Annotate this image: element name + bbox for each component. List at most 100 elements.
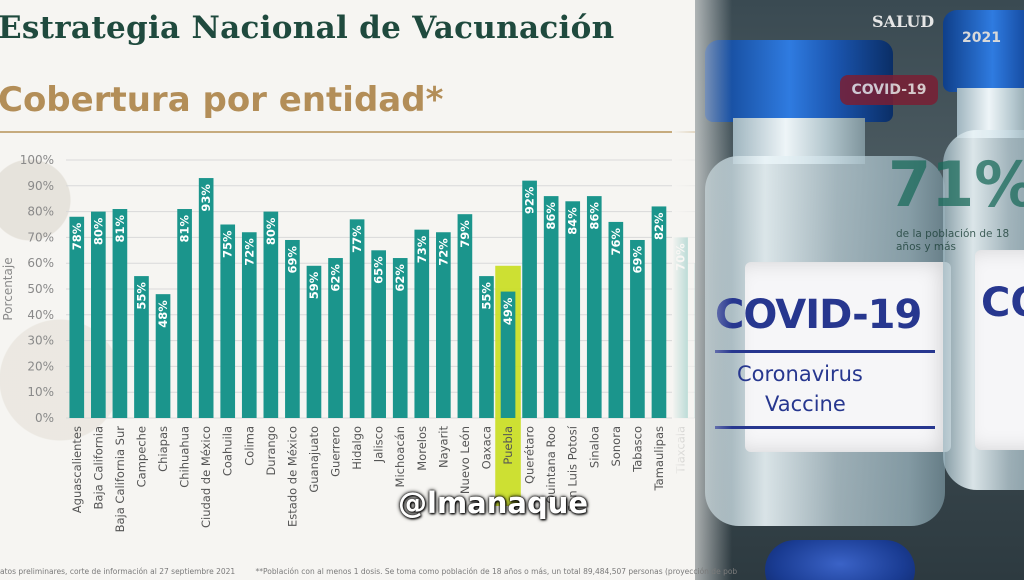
- x-tick-label: Guanajuato: [307, 426, 321, 493]
- bar-value-label: 84%: [566, 207, 580, 235]
- bar-value-label: 86%: [544, 202, 558, 230]
- y-tick-label: 80%: [27, 205, 54, 219]
- x-tick-label: Puebla: [501, 426, 515, 465]
- bar-value-label: 77%: [350, 225, 364, 253]
- x-tick-label: Colima: [242, 426, 256, 466]
- bar: [436, 232, 451, 418]
- bar-value-label: 48%: [156, 300, 170, 328]
- bar: [565, 201, 581, 418]
- bar-value-label: 69%: [285, 246, 299, 274]
- x-tick-label: Baja California Sur: [113, 426, 127, 533]
- x-tick-label: Baja California: [91, 426, 105, 509]
- bar: [177, 209, 192, 418]
- x-tick-label: Nuevo León: [458, 426, 472, 494]
- bar-value-label: 62%: [393, 264, 407, 292]
- bar-value-label: 59%: [307, 271, 321, 299]
- x-tick-label: Michoacán: [393, 426, 407, 487]
- bar: [112, 209, 128, 418]
- x-tick-label: Morelos: [415, 426, 429, 471]
- x-tick-label: Coahuila: [221, 426, 235, 476]
- bar: [134, 276, 149, 418]
- x-tick-label: Sonora: [609, 426, 623, 466]
- y-tick-label: 90%: [27, 179, 54, 193]
- bar-value-label: 49%: [501, 297, 515, 325]
- bar: [479, 276, 494, 418]
- bar: [285, 239, 300, 418]
- x-tick-label: San Luis Potosí: [566, 425, 580, 512]
- bar-value-label: 55%: [479, 282, 493, 310]
- bar-value-label: 81%: [178, 215, 192, 243]
- bar-value-label: 81%: [113, 215, 127, 243]
- bar-value-label: 75%: [221, 230, 235, 258]
- x-tick-label: Ciudad de México: [199, 426, 213, 528]
- watermark: @lmanaque: [398, 486, 589, 520]
- x-tick-label: Campeche: [134, 426, 148, 487]
- bar-value-label: 80%: [91, 217, 105, 245]
- photo-fade: [672, 0, 732, 580]
- bar: [630, 239, 645, 418]
- bar: [220, 224, 236, 418]
- bar: [349, 219, 365, 418]
- footnote: atos preliminares, corte de información …: [0, 563, 760, 580]
- national-coverage-percent: 71%: [888, 148, 1024, 221]
- bar: [306, 265, 322, 418]
- x-tick-label: Querétaro: [523, 426, 537, 484]
- bar: [651, 206, 667, 418]
- y-tick-label: 30%: [27, 334, 54, 348]
- bar-value-label: 73%: [415, 235, 429, 263]
- bar-value-label: 72%: [242, 238, 256, 266]
- footnote-right: **Población con al menos 1 dosis. Se tom…: [255, 567, 738, 576]
- bar: [328, 258, 343, 418]
- x-tick-label: Oaxaca: [479, 426, 493, 469]
- x-tick-label: Hidalgo: [350, 426, 364, 470]
- covid-pill-badge: COVID-19: [840, 75, 938, 105]
- subtitle-divider: [0, 131, 708, 133]
- footnote-left: atos preliminares, corte de información …: [0, 567, 236, 576]
- bar: [392, 258, 408, 418]
- bar-value-label: 92%: [523, 186, 537, 214]
- x-tick-label: Aguascalientes: [70, 426, 84, 513]
- national-coverage-note: de la población de 18 años y más: [896, 228, 1010, 253]
- x-tick-label: Chiapas: [156, 426, 170, 472]
- bar: [522, 180, 537, 418]
- x-tick-label: Estado de México: [285, 426, 299, 527]
- bar-value-label: 62%: [329, 264, 343, 292]
- y-tick-label: 60%: [27, 256, 54, 270]
- x-tick-label: Tamaulipas: [652, 426, 666, 491]
- y-tick-label: 20%: [27, 359, 54, 373]
- bar-value-label: 76%: [609, 227, 623, 255]
- bar: [198, 178, 214, 418]
- bar-value-label: 69%: [630, 246, 644, 274]
- x-tick-label: Jalisco: [372, 426, 386, 463]
- coverage-bar-chart: 0% 10% 20% 30% 40% 50% 60% 70% 80% 90% 100% Porcent…: [1, 153, 756, 533]
- chart-subtitle: Cobertura por entidad*: [0, 80, 444, 120]
- y-tick-label: 10%: [27, 385, 54, 399]
- bar: [586, 196, 602, 418]
- x-tick-label: Tabasco: [630, 426, 644, 473]
- bar: [371, 250, 386, 418]
- y-tick-label: 0%: [35, 411, 54, 425]
- x-tick-label: Sinaloa: [587, 426, 601, 468]
- bar-value-label: 78%: [70, 222, 84, 250]
- bar-value-label: 93%: [199, 184, 213, 212]
- y-tick-label: 70%: [27, 230, 54, 244]
- salud-logo: SALUD: [872, 12, 935, 31]
- bar-value-label: 79%: [458, 220, 472, 248]
- bar: [608, 221, 624, 418]
- page-title: Estrategia Nacional de Vacunación: [0, 10, 615, 46]
- x-tick-label: Guerrero: [329, 426, 343, 477]
- vaccine-vial-bottom-cap: [765, 540, 915, 580]
- vaccine-label: COVID-19 Coronavirus Vaccine: [715, 262, 951, 452]
- y-axis-label: Porcentaje: [1, 257, 15, 320]
- vaccine-photo: COVID-19 Coronavirus Vaccine CO: [695, 0, 1024, 580]
- year-badge: 2021: [962, 30, 1001, 46]
- bar: [263, 211, 279, 418]
- y-tick-label: 100%: [20, 153, 54, 167]
- vaccine-label-title-2: CO: [981, 280, 1024, 326]
- bar-value-label: 80%: [264, 217, 278, 245]
- vaccine-label-title: COVID-19: [715, 292, 922, 338]
- bar-value-label: 65%: [372, 256, 386, 284]
- x-tick-label: Durango: [264, 426, 278, 476]
- bar-value-label: 55%: [134, 282, 148, 310]
- bar: [457, 214, 473, 418]
